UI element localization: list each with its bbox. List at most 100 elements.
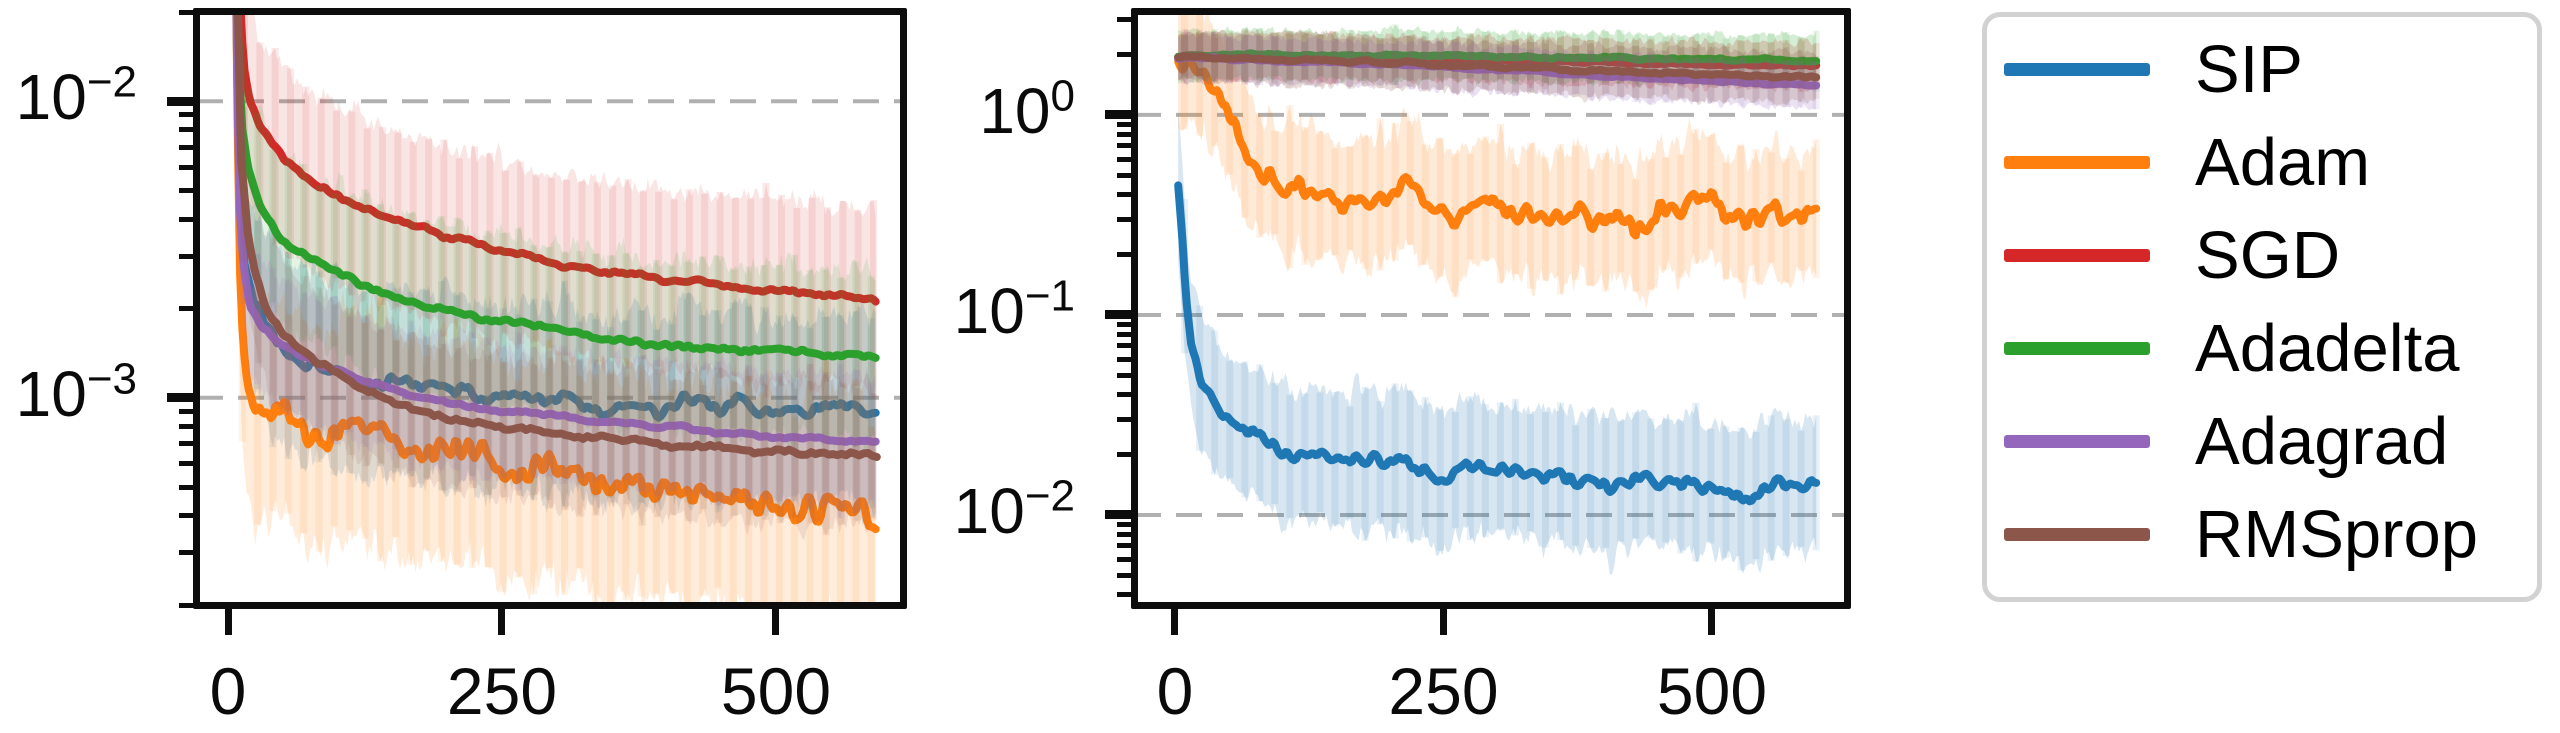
- y-minor-tick-mark: [1117, 156, 1135, 162]
- adam-curve: [1174, 52, 1821, 240]
- x-tick-mark: [772, 608, 780, 635]
- x-tick-label: 0: [1156, 654, 1194, 728]
- y-minor-tick-mark: [1117, 52, 1135, 58]
- legend-entry-sgd: SGD: [2004, 209, 2537, 302]
- sgd-confidence-band: [237, 12, 876, 401]
- legend-entry-sip: SIP: [2004, 23, 2537, 116]
- rmsprop-line-swatch-icon: [2004, 528, 2150, 541]
- y-minor-tick-mark: [1117, 417, 1135, 423]
- y-minor-tick-mark: [179, 423, 197, 429]
- y-major-tick-mark: [167, 96, 197, 106]
- legend-label: Adam: [2195, 125, 2371, 200]
- y-minor-tick-mark: [1117, 172, 1135, 178]
- y-minor-tick-mark: [179, 253, 197, 259]
- sip-line-swatch-icon: [2004, 63, 2150, 76]
- y-tick-base: 10: [15, 61, 87, 134]
- sgd-line-swatch-icon: [2004, 249, 2150, 262]
- x-tick-mark: [1439, 608, 1447, 635]
- y-minor-tick-mark: [1117, 543, 1135, 549]
- y-tick-label: 10−1: [815, 274, 1075, 343]
- y-minor-tick-mark: [179, 461, 197, 467]
- y-minor-tick-mark: [1117, 372, 1135, 378]
- y-minor-tick-mark: [1117, 521, 1135, 527]
- y-minor-tick-mark: [1117, 356, 1135, 362]
- legend-entry-adadelta: Adadelta: [2004, 302, 2537, 395]
- sgd-curve: [236, 12, 880, 306]
- y-major-tick-mark: [1105, 510, 1135, 520]
- x-tick-mark: [1171, 608, 1179, 635]
- y-tick-exponent: 0: [1050, 71, 1075, 121]
- y-minor-tick-mark: [179, 188, 197, 193]
- sip-curve: [1174, 181, 1821, 506]
- adadelta-line-swatch-icon: [2004, 342, 2150, 355]
- y-tick-exponent: −1: [1024, 271, 1075, 321]
- y-major-tick-mark: [1105, 310, 1135, 320]
- y-minor-tick-mark: [179, 306, 197, 311]
- adam-confidence-band: [1178, 12, 1817, 309]
- legend-label: Adadelta: [2195, 311, 2460, 386]
- y-minor-tick-mark: [1117, 143, 1135, 149]
- x-tick-label: 500: [720, 654, 832, 728]
- y-minor-tick-mark: [1117, 556, 1135, 562]
- right-plot-canvas: [1135, 12, 1847, 575]
- y-major-tick-mark: [1105, 110, 1135, 120]
- y-minor-tick-mark: [179, 408, 197, 414]
- legend-label: SIP: [2195, 32, 2303, 107]
- y-minor-tick-mark: [1117, 531, 1135, 537]
- rmsprop-curve: [1174, 52, 1821, 82]
- y-minor-tick-mark: [1117, 16, 1135, 22]
- y-minor-tick-mark: [179, 9, 197, 15]
- x-tick-mark: [224, 608, 232, 635]
- y-minor-tick-mark: [179, 513, 197, 519]
- legend: SIP Adam SGD Adadelta Adagrad RMSprop: [1982, 12, 2542, 602]
- y-minor-tick-mark: [179, 602, 197, 608]
- y-tick-base: 10: [979, 74, 1051, 147]
- y-tick-exponent: −3: [86, 354, 137, 404]
- y-minor-tick-mark: [179, 484, 197, 490]
- y-minor-tick-mark: [1117, 321, 1135, 327]
- adagrad-curve: [232, 12, 880, 446]
- x-tick-label: 250: [1388, 654, 1499, 728]
- y-tick-label: 10−3: [0, 357, 137, 426]
- x-tick-mark: [498, 608, 506, 635]
- y-tick-exponent: −2: [1024, 471, 1075, 521]
- y-minor-tick-mark: [1117, 131, 1135, 137]
- adam-confidence-band: [235, 12, 876, 605]
- y-minor-tick-mark: [1117, 592, 1135, 598]
- y-tick-label: 10−2: [815, 474, 1075, 543]
- rmsprop-curve: [233, 12, 881, 461]
- adam-line-swatch-icon: [2004, 156, 2150, 169]
- y-minor-tick-mark: [1117, 572, 1135, 578]
- y-tick-exponent: −2: [86, 57, 137, 107]
- x-tick-label: 500: [1656, 654, 1768, 728]
- y-minor-tick-mark: [179, 441, 197, 447]
- y-major-tick-mark: [167, 393, 197, 403]
- sip-confidence-band: [235, 12, 876, 527]
- y-minor-tick-mark: [179, 127, 197, 133]
- y-tick-base: 10: [953, 274, 1025, 347]
- left-plot-canvas: [197, 12, 903, 605]
- adam-band-stripe: [821, 354, 829, 605]
- y-minor-tick-mark: [179, 164, 197, 170]
- y-minor-tick-mark: [1117, 192, 1135, 198]
- y-minor-tick-mark: [179, 216, 197, 222]
- y-minor-tick-mark: [179, 550, 197, 556]
- adagrad-line-swatch-icon: [2004, 435, 2150, 448]
- x-tick-label: 0: [209, 654, 247, 728]
- legend-entry-adam: Adam: [2004, 116, 2537, 209]
- y-minor-tick-mark: [1117, 392, 1135, 398]
- adam-band-stripe: [867, 426, 875, 605]
- legend-entry-adagrad: Adagrad: [2004, 395, 2537, 488]
- y-minor-tick-mark: [1117, 252, 1135, 258]
- adadelta-curve: [233, 12, 880, 362]
- y-minor-tick-mark: [1117, 343, 1135, 349]
- legend-entry-rmsprop: RMSprop: [2004, 488, 2537, 581]
- x-tick-label: 250: [446, 654, 558, 728]
- y-minor-tick-mark: [179, 144, 197, 150]
- adadelta-curve: [1174, 49, 1821, 66]
- y-minor-tick-mark: [1117, 121, 1135, 127]
- legend-label: Adagrad: [2195, 404, 2449, 479]
- y-minor-tick-mark: [1117, 452, 1135, 458]
- adam-band-stripe: [852, 378, 860, 605]
